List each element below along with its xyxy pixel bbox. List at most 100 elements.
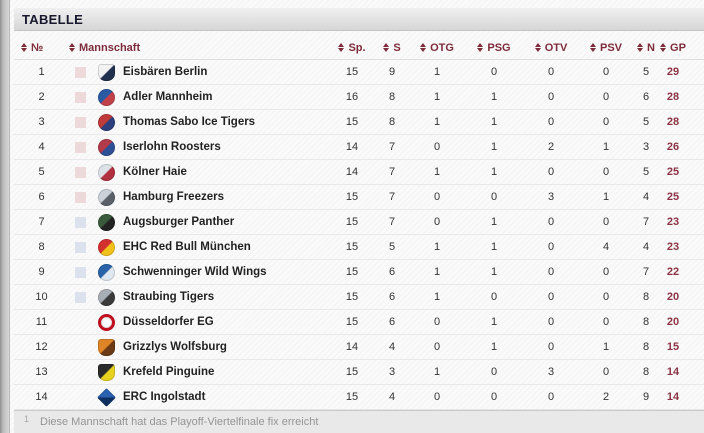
- stat-n: 8: [642, 366, 650, 378]
- stat-n: 8: [642, 341, 650, 353]
- stat-sp: 15: [345, 291, 359, 303]
- stat-otv: 0: [547, 216, 555, 228]
- column-header-label: GP: [670, 41, 686, 54]
- rank-cell: 14: [35, 391, 48, 403]
- rank-cell: 12: [35, 341, 48, 353]
- stat-n: 5: [642, 66, 650, 78]
- team-name[interactable]: Adler Mannheim: [123, 91, 213, 103]
- indicator-cell: [69, 266, 91, 278]
- stat-n: 7: [642, 216, 650, 228]
- logo-cell: [91, 363, 121, 381]
- stat-s: 7: [388, 191, 396, 203]
- stat-otv: 0: [547, 116, 555, 128]
- stat-n: 9: [642, 391, 650, 403]
- stat-gp: 23: [666, 241, 680, 253]
- sort-icon: [383, 43, 390, 52]
- team-name[interactable]: Augsburger Panther: [123, 216, 235, 228]
- team-name[interactable]: Düsseldorfer EG: [123, 316, 214, 328]
- team-name[interactable]: Eisbären Berlin: [123, 66, 208, 78]
- team-name[interactable]: ERC Ingolstadt: [123, 391, 206, 403]
- indicator-cell: [69, 291, 91, 303]
- column-header-rank[interactable]: №: [14, 42, 69, 54]
- stat-otv: 0: [547, 66, 555, 78]
- stat-sp: 15: [345, 266, 359, 278]
- column-header-otg[interactable]: OTG: [410, 42, 464, 54]
- stat-psv: 0: [602, 116, 610, 128]
- column-header-psg[interactable]: PSG: [464, 42, 524, 54]
- column-header-gp[interactable]: GP: [658, 42, 688, 54]
- stat-s: 8: [388, 91, 396, 103]
- stat-s: 7: [388, 141, 396, 153]
- rank-cell: 13: [35, 366, 48, 378]
- stat-psg: 1: [490, 141, 498, 153]
- stat-sp: 15: [345, 316, 359, 328]
- stat-otg: 0: [433, 191, 441, 203]
- column-header-otv[interactable]: OTV: [524, 42, 578, 54]
- stat-otg: 0: [433, 391, 441, 403]
- stat-psv: 0: [602, 66, 610, 78]
- stat-s: 4: [388, 391, 396, 403]
- stat-s: 7: [388, 166, 396, 178]
- stat-s: 3: [388, 366, 396, 378]
- table-row: 13 Krefeld Pinguine 15 3 1 0 3 0 8 14: [14, 360, 704, 385]
- column-header-sp[interactable]: Sp.: [330, 42, 374, 54]
- stat-psv: 0: [602, 216, 610, 228]
- column-header-label: PSV: [599, 41, 622, 54]
- page-edge-strip: [0, 0, 10, 433]
- ice-tigers-logo: [97, 113, 115, 131]
- stat-psv: 0: [602, 291, 610, 303]
- erc-ingolstadt-logo: [96, 387, 116, 407]
- team-name[interactable]: Hamburg Freezers: [123, 191, 224, 203]
- team-name[interactable]: Krefeld Pinguine: [123, 366, 215, 378]
- team-name[interactable]: Iserlohn Roosters: [123, 141, 221, 153]
- column-header-n[interactable]: N: [634, 42, 658, 54]
- stat-otv: 0: [547, 241, 555, 253]
- column-header-label: OTV: [544, 41, 568, 54]
- team-name[interactable]: Thomas Sabo Ice Tigers: [123, 116, 256, 128]
- table-row: 14 ERC Ingolstadt 15 4 0 0 0 2 9 14: [14, 385, 704, 410]
- stat-psg: 0: [490, 66, 498, 78]
- column-header-label: PSG: [487, 41, 511, 54]
- stat-psg: 1: [490, 266, 498, 278]
- stat-psv: 1: [602, 191, 610, 203]
- stat-psv: 0: [602, 166, 610, 178]
- eisbaeren-berlin-logo: [97, 63, 115, 81]
- column-header-label: OTG: [430, 41, 454, 54]
- stat-psg: 1: [490, 91, 498, 103]
- stat-otv: 0: [547, 166, 555, 178]
- rank-cell: 9: [38, 266, 45, 278]
- team-name[interactable]: Straubing Tigers: [123, 291, 215, 303]
- table-row: 10 Straubing Tigers 15 6 1 0 0 0 8 20: [14, 285, 704, 310]
- stat-s: 8: [388, 116, 396, 128]
- sort-icon: [477, 43, 484, 52]
- wild-wings-logo: [97, 263, 115, 281]
- playoff-indicator: [74, 191, 86, 203]
- logo-cell: [91, 263, 121, 281]
- indicator-cell: [69, 216, 91, 228]
- stat-sp: 14: [345, 166, 359, 178]
- stat-n: 5: [642, 116, 650, 128]
- column-header-psv[interactable]: PSV: [578, 42, 634, 54]
- stat-sp: 14: [345, 141, 359, 153]
- team-name[interactable]: Grizzlys Wolfsburg: [123, 341, 227, 353]
- stat-psv: 0: [602, 366, 610, 378]
- team-name[interactable]: EHC Red Bull München: [123, 241, 251, 253]
- team-name[interactable]: Kölner Haie: [123, 166, 187, 178]
- stat-n: 7: [642, 266, 650, 278]
- stat-psg: 1: [490, 166, 498, 178]
- rank-cell: 4: [38, 141, 45, 153]
- logo-cell: [91, 188, 121, 206]
- indicator-cell: [69, 66, 91, 78]
- stat-gp: 20: [666, 316, 680, 328]
- indicator-cell: [69, 91, 91, 103]
- rank-cell: 8: [38, 241, 45, 253]
- team-name[interactable]: Schwenninger Wild Wings: [123, 266, 267, 278]
- stat-psg: 0: [490, 391, 498, 403]
- stat-sp: 15: [345, 191, 359, 203]
- widget-title-bar: TABELLE: [14, 8, 704, 31]
- column-header-team[interactable]: Mannschaft: [69, 42, 330, 54]
- stat-otv: 0: [547, 291, 555, 303]
- column-header-s[interactable]: S: [374, 42, 410, 54]
- table-row: 5 Kölner Haie 14 7 1 1 0 0 5 25: [14, 160, 704, 185]
- sort-icon: [21, 43, 27, 52]
